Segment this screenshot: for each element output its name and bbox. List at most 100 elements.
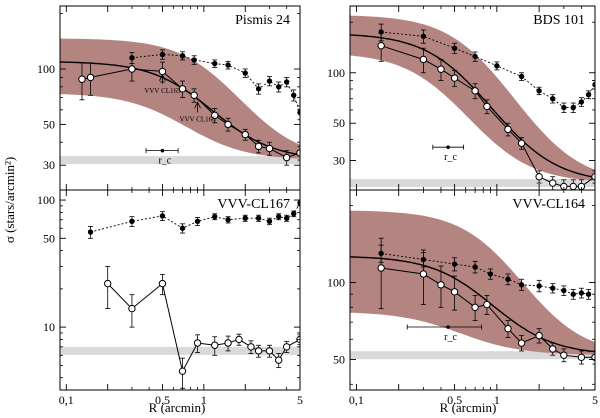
open-data-point (535, 173, 543, 181)
rc-label: r_c (158, 156, 171, 167)
y-tick-label: 100 (327, 276, 345, 290)
open-data-point (104, 279, 112, 288)
open-data-point (483, 300, 491, 309)
open-data-point (235, 335, 243, 344)
open-data-point (78, 75, 86, 83)
y-tick-label: 100 (37, 62, 55, 76)
open-data-point (377, 264, 385, 272)
open-data-point (247, 343, 255, 351)
filled-data-point (242, 70, 248, 76)
open-data-point (282, 153, 291, 162)
x-tick-label: 0.5 (447, 393, 462, 407)
filled-data-point (585, 91, 592, 98)
plot-area (350, 15, 595, 190)
open-data-point (419, 270, 428, 278)
plot-area (60, 199, 300, 389)
y-tick-label: 50 (333, 353, 345, 367)
filled-data-point (275, 84, 282, 90)
y-tick-label: 10 (43, 320, 55, 334)
panel-frame (349, 189, 596, 391)
open-data-point (193, 339, 202, 347)
open-data-point (535, 331, 543, 340)
filled-data-point (578, 290, 585, 296)
open-data-point (211, 341, 219, 349)
filled-data-point (255, 215, 262, 221)
fit-uncertainty-band (350, 15, 595, 181)
open-data-point (483, 102, 491, 111)
y-tick-label: 100 (327, 66, 345, 80)
filled-data-point (536, 88, 542, 94)
open-data-point (437, 281, 445, 289)
filled-data-point (225, 217, 231, 223)
filled-data-point (255, 86, 262, 92)
open-data-point (265, 347, 274, 355)
rc-point (446, 145, 450, 149)
open-data-point (254, 347, 263, 355)
open-data-point (178, 85, 187, 93)
x-tick-label: 0,1 (59, 393, 74, 407)
filled-data-point (472, 53, 478, 60)
filled-data-point (518, 282, 525, 288)
filled-data-point (550, 96, 556, 102)
filled-data-point (275, 213, 282, 220)
filled-data-point (179, 225, 186, 231)
annotation-arrowhead (159, 73, 166, 81)
filled-data-point (212, 60, 218, 67)
open-data-point (450, 288, 459, 296)
x-tick-label: 1 (201, 393, 207, 407)
rc-point (446, 325, 450, 329)
open-data-point (549, 345, 557, 353)
filled-data-point (420, 33, 427, 39)
filled-data-point (451, 261, 458, 267)
y-tick-label: 100 (37, 193, 55, 207)
open-data-point (569, 182, 577, 190)
filled-data-point (505, 276, 511, 282)
filled-data-point (242, 215, 248, 221)
open-data-point (504, 324, 512, 333)
open-data-point (128, 304, 136, 313)
panel-title: VVV-CL167 (217, 197, 290, 212)
open-data-point (274, 356, 283, 364)
filled-data-point (550, 285, 556, 291)
filled-data-point (191, 57, 197, 63)
filled-data-point (179, 53, 186, 59)
open-data-point (517, 139, 526, 147)
filled-data-point (472, 264, 478, 270)
open-data-point (450, 74, 459, 82)
panel-frame (59, 189, 301, 391)
panel-3: 0,1 0.5 1 5 10 50 100 VVV-CL167 (37, 189, 303, 407)
filled-data-point (536, 283, 542, 289)
background-level-band (350, 179, 595, 188)
x-tick-label: 0,1 (349, 393, 364, 407)
open-data-point (158, 279, 167, 288)
y-tick-label: 50 (333, 116, 345, 130)
open-data-point (128, 65, 136, 73)
filled-data-point (129, 218, 135, 225)
rc-label: r_c (444, 152, 457, 163)
filled-data-point (194, 218, 201, 225)
filled-data-point (561, 287, 567, 294)
open-data-point (471, 303, 479, 312)
open-data-point (224, 339, 232, 347)
y-tick-label: 50 (43, 231, 55, 245)
open-data-point (190, 91, 198, 99)
plot-area (60, 38, 300, 166)
filled-data-point (129, 55, 135, 61)
open-data-point (377, 41, 385, 50)
y-tick-label: 30 (333, 153, 345, 167)
filled-data-point (487, 271, 494, 277)
open-data-point (504, 125, 512, 134)
open-data-point (158, 67, 167, 76)
panel-2: r_c 30 50 100 BDS 101 (327, 5, 596, 191)
annotation-arrowhead (194, 101, 201, 109)
annotation-label: VVV CL166 (179, 116, 216, 124)
open-data-point (549, 179, 557, 187)
filled-data-point (212, 213, 218, 220)
x-tick-label: 0.5 (155, 393, 170, 407)
open-data-point (211, 111, 219, 120)
filled-data-point (283, 215, 290, 221)
x-tick-label: 5 (592, 393, 598, 407)
filled-data-point (420, 256, 427, 263)
open-data-point (265, 144, 274, 153)
